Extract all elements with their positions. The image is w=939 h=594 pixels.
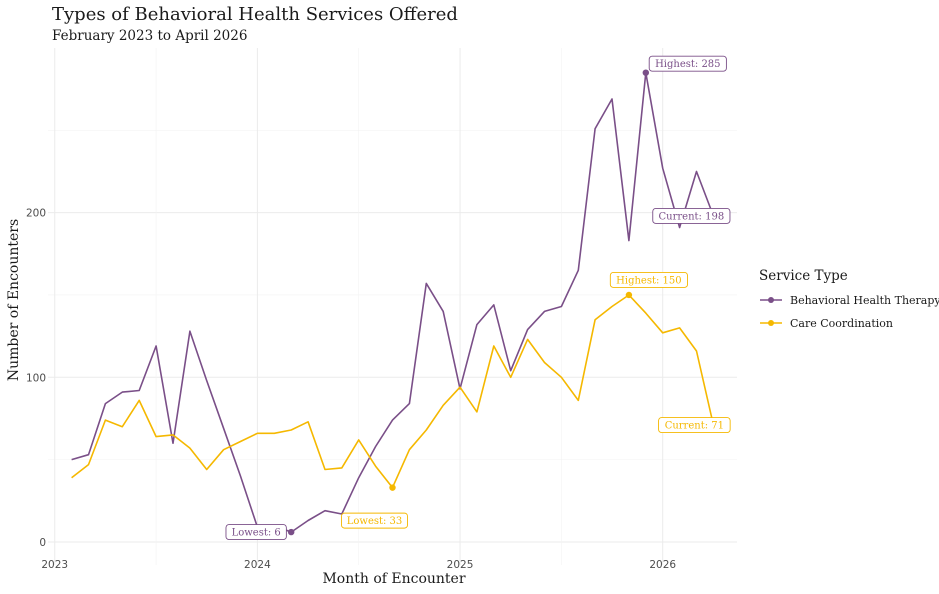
- annotation-label: Lowest: 6: [232, 528, 281, 539]
- annotation-label: Highest: 150: [616, 275, 681, 286]
- annotation-label: Highest: 285: [655, 59, 720, 70]
- annotation-label: Lowest: 33: [347, 516, 403, 527]
- y-tick-label: 200: [26, 208, 46, 220]
- x-tick-label: 2025: [447, 559, 474, 571]
- y-axis-title: Number of Encounters: [6, 219, 22, 381]
- x-axis-ticks: 2023 2024 2025 2026: [41, 559, 676, 571]
- legend-label: Care Coordination: [790, 317, 893, 330]
- legend-key-point: [768, 297, 774, 303]
- highlight-points: [287, 69, 717, 536]
- legend-key-point: [768, 320, 774, 326]
- x-tick-label: 2024: [244, 559, 271, 571]
- x-tick-label: 2026: [649, 559, 676, 571]
- annotation-label: Current: 198: [659, 211, 725, 222]
- annotation-box: [648, 55, 727, 72]
- series-line: [71, 294, 715, 489]
- annotation-box: [652, 207, 731, 224]
- legend-label: Behavioral Health Therapy: [790, 294, 939, 307]
- y-tick-label: 100: [26, 372, 46, 384]
- x-tick-label: 2023: [41, 559, 68, 571]
- annotation-box: [341, 512, 408, 529]
- chart-title: Types of Behavioral Health Services Offe…: [52, 4, 458, 25]
- chart-subtitle: February 2023 to April 2026: [52, 28, 248, 44]
- annotation-box: [658, 417, 731, 433]
- annotation-box: [609, 272, 688, 288]
- legend-title: Service Type: [759, 268, 848, 284]
- highlight-point: [625, 291, 633, 299]
- highlight-point: [287, 528, 295, 536]
- y-tick-label: 0: [39, 537, 46, 549]
- annotation-label: Current: 71: [665, 421, 724, 432]
- highlight-point: [642, 69, 650, 76]
- x-axis-title: Month of Encounter: [322, 571, 465, 587]
- annotations: Lowest: 6 Highest: 285 Current: 198 Lowest:…: [225, 55, 731, 541]
- series-lines: [71, 71, 715, 533]
- legend: Service Type Behavioral Health Therapy Ca…: [759, 268, 939, 330]
- highlight-point: [389, 484, 396, 491]
- series-line: [71, 71, 715, 533]
- y-axis-ticks: 0 100 200: [26, 208, 46, 549]
- annotation-box: [225, 524, 287, 541]
